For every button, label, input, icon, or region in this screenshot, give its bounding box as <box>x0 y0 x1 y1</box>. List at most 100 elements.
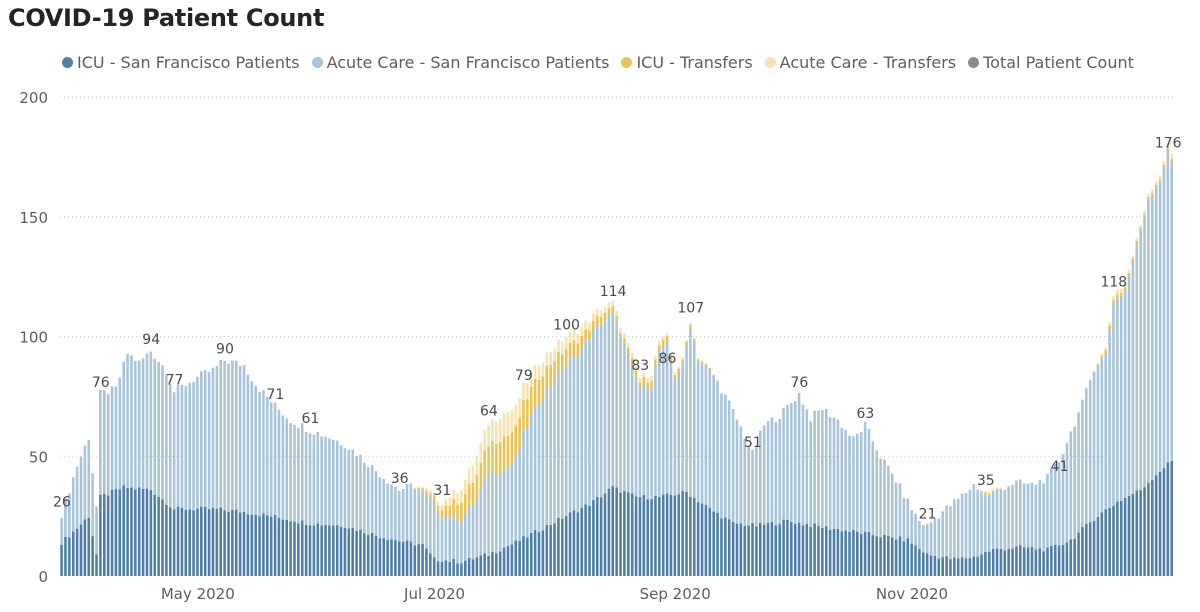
bar-acute-sf <box>429 498 432 554</box>
bar-icu-transfer <box>592 320 595 330</box>
bar-icu-sf <box>770 521 774 576</box>
bar-acute-sf <box>700 363 704 504</box>
bar-acute-sf <box>95 506 98 555</box>
bar-acute-sf <box>669 361 673 495</box>
bar-acute-sf <box>991 491 995 549</box>
bar-acute-sf <box>1123 290 1127 498</box>
bar-icu-sf <box>68 537 71 576</box>
bar-acute-sf <box>1022 483 1026 548</box>
bar-acute-sf <box>324 436 327 525</box>
bar-acute-sf <box>766 421 770 523</box>
bar-icu-sf <box>266 515 269 576</box>
bar-acute-sf <box>863 421 867 532</box>
bar-icu-sf <box>793 524 797 576</box>
bar-acute-transfer <box>611 300 615 307</box>
bar-icu-sf <box>382 538 386 576</box>
bar-icu-sf <box>487 555 490 576</box>
bar-icu-sf <box>887 535 890 576</box>
bar-acute-sf <box>405 483 409 541</box>
data-label: 76 <box>92 375 110 391</box>
bar-acute-sf <box>584 340 587 505</box>
bar-icu-sf <box>165 504 168 576</box>
bar-icu-sf <box>405 540 409 576</box>
data-label: 77 <box>166 373 184 389</box>
bar-icu-sf <box>727 519 731 576</box>
bar-acute-sf <box>479 489 483 556</box>
bar-acute-sf <box>786 405 789 520</box>
bar-acute-transfer <box>475 455 479 475</box>
bar-acute-transfer <box>1170 154 1173 159</box>
bar-acute-transfer <box>522 382 525 401</box>
bar-icu-transfer <box>1151 192 1154 196</box>
bar-acute-sf <box>238 366 242 513</box>
bar-acute-sf <box>673 379 677 496</box>
bar-icu-sf <box>184 509 188 576</box>
bar-icu-transfer <box>642 377 646 384</box>
bar-acute-sf <box>1081 399 1084 528</box>
bar-icu-sf <box>549 524 552 576</box>
bar-icu-sf <box>297 523 300 576</box>
bar-icu-sf <box>580 507 584 576</box>
bar-acute-sf <box>615 321 618 488</box>
x-tick-label: Jul 2020 <box>403 585 465 603</box>
bar-acute-sf <box>71 477 75 532</box>
bar-icu-sf <box>599 497 603 576</box>
bar-acute-sf <box>425 494 428 549</box>
bar-acute-sf <box>840 427 844 532</box>
bar-acute-transfer <box>506 411 510 436</box>
bar-acute-sf <box>444 516 448 561</box>
bar-acute-sf <box>987 495 991 552</box>
legend-item[interactable]: ICU - Transfers <box>621 53 753 72</box>
legend-item[interactable]: Total Patient Count <box>968 53 1134 72</box>
bar-icu-sf <box>95 554 98 576</box>
bar-icu-sf <box>1088 522 1092 576</box>
bar-acute-transfer <box>413 488 417 489</box>
bar-acute-transfer <box>658 341 661 346</box>
bar-acute-sf <box>440 519 444 563</box>
bar-icu-transfer <box>646 382 649 391</box>
bar-acute-sf <box>720 393 723 519</box>
bar-icu-sf <box>654 495 657 576</box>
bar-acute-sf <box>262 390 265 514</box>
bar-icu-sf <box>1053 544 1057 576</box>
bar-icu-sf <box>972 556 976 576</box>
bar-icu-sf <box>1170 460 1173 576</box>
bar-acute-sf <box>898 483 902 537</box>
bar-acute-sf <box>250 381 254 515</box>
bar-icu-transfer <box>638 382 642 389</box>
bar-acute-sf <box>211 367 215 508</box>
data-label: 107 <box>677 301 704 317</box>
legend-item[interactable]: Acute Care - Transfers <box>764 53 956 72</box>
bar-acute-sf <box>1131 261 1135 495</box>
bar-icu-sf <box>708 507 712 576</box>
bar-acute-sf <box>526 427 529 538</box>
bar-icu-sf <box>929 555 933 576</box>
legend-item[interactable]: ICU - San Francisco Patients <box>62 53 300 72</box>
legend-marker-icon <box>968 57 980 68</box>
bar-icu-transfer <box>526 398 529 428</box>
bar-icu-sf <box>386 539 389 576</box>
bar-acute-sf <box>180 384 184 508</box>
legend-item[interactable]: Acute Care - San Francisco Patients <box>311 53 609 72</box>
bar-acute-sf <box>382 478 386 539</box>
bar-acute-transfer <box>615 310 618 316</box>
bar-acute-sf <box>871 441 875 536</box>
bar-icu-sf <box>460 563 463 576</box>
bar-icu-sf <box>731 521 735 576</box>
y-tick-label: 50 <box>29 448 48 466</box>
bar-acute-sf <box>933 518 937 556</box>
bar-acute-sf <box>436 512 440 562</box>
bar-acute-transfer <box>642 372 646 378</box>
bar-acute-sf <box>258 391 261 517</box>
bar-icu-sf <box>1069 539 1073 576</box>
bar-acute-transfer <box>999 487 1003 489</box>
bar-icu-sf <box>716 512 719 576</box>
bar-icu-transfer <box>658 345 661 352</box>
bar-acute-sf <box>475 499 479 558</box>
bar-icu-sf <box>526 537 529 576</box>
bar-acute-sf <box>149 351 153 491</box>
bar-acute-sf <box>545 388 549 525</box>
bar-icu-sf <box>941 557 944 576</box>
bar-icu-sf <box>778 524 781 576</box>
bar-icu-sf <box>126 488 129 576</box>
